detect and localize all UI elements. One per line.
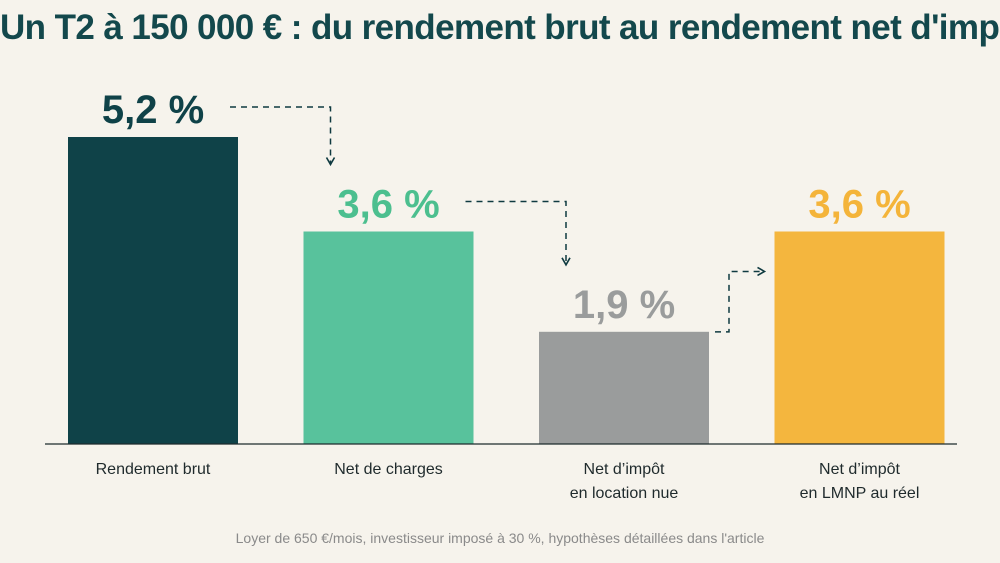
footnote: Loyer de 650 €/mois, investisseur imposé… xyxy=(235,530,765,546)
arrows-layer xyxy=(230,106,767,333)
category-label-2: Net de charges xyxy=(334,461,443,478)
category-label-4: Net d’impôt en LMNP au réel xyxy=(800,461,920,502)
value-label-2: 3,6 % xyxy=(337,183,439,227)
chart-title: Un T2 à 150 000 € : du rendement brut au… xyxy=(0,8,1000,47)
category-label-3: Net d’impôt en location nue xyxy=(570,461,679,502)
bar-3 xyxy=(539,331,709,444)
bars-layer xyxy=(68,137,945,444)
labels-layer: 5,2 % Rendement brut 3,6 % Net de charges 1,… xyxy=(96,88,920,502)
bar-2 xyxy=(303,231,474,444)
flow-arrow-1 xyxy=(230,106,336,167)
bar-4 xyxy=(774,231,945,444)
flow-arrow-3 xyxy=(715,266,767,333)
bar-1 xyxy=(68,137,238,444)
value-label-4: 3,6 % xyxy=(808,183,910,227)
value-label-1: 5,2 % xyxy=(102,88,204,132)
category-label-1: Rendement brut xyxy=(96,461,211,478)
flow-arrow-2 xyxy=(465,200,571,267)
value-label-3: 1,9 % xyxy=(573,283,675,327)
